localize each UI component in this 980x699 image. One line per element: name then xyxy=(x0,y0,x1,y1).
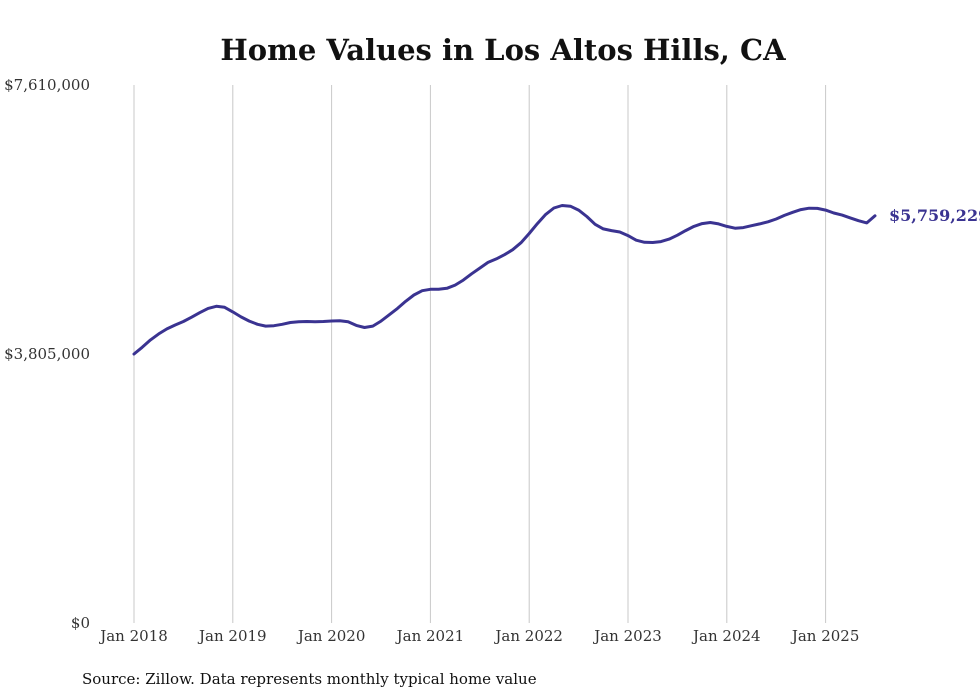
home-value-line xyxy=(132,204,877,356)
latest-value-label: $5,759,229 xyxy=(889,206,980,225)
x-axis-tick-labels: Jan 2018 Jan 2019 Jan 2020 Jan 2021 Jan 2022… xyxy=(98,627,859,645)
chart-title: Home Values in Los Altos Hills, CA xyxy=(220,33,786,67)
y-tick-label: $0 xyxy=(71,614,90,632)
x-tick-label: Jan 2022 xyxy=(493,627,563,645)
x-tick-label: Jan 2020 xyxy=(296,627,366,645)
x-tick-label: Jan 2023 xyxy=(592,627,662,645)
y-tick-label: $7,610,000 xyxy=(4,76,90,94)
y-axis-tick-labels: $0 $3,805,000 $7,610,000 xyxy=(4,76,90,632)
x-tick-label: Jan 2018 xyxy=(98,627,168,645)
x-tick-label: Jan 2021 xyxy=(395,627,465,645)
y-tick-label: $3,805,000 xyxy=(4,345,90,363)
vertical-gridlines xyxy=(133,85,827,623)
x-tick-label: Jan 2019 xyxy=(197,627,267,645)
x-tick-label: Jan 2025 xyxy=(790,627,860,645)
source-note: Source: Zillow. Data represents monthly … xyxy=(82,670,537,688)
x-tick-label: Jan 2024 xyxy=(691,627,761,645)
